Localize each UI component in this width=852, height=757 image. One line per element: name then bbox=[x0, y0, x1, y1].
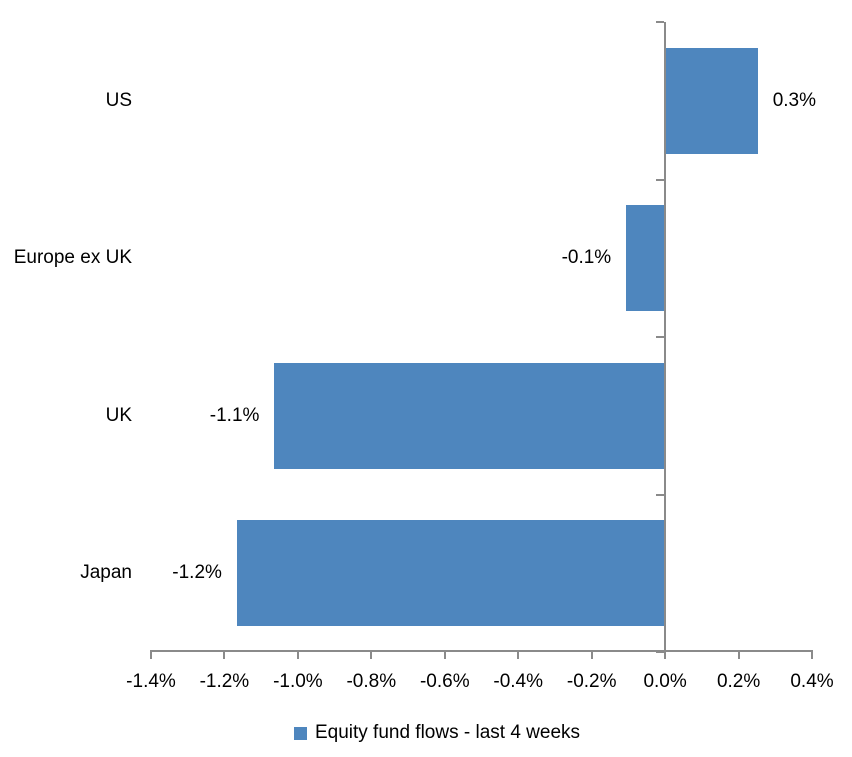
category-label-japan: Japan bbox=[80, 562, 132, 584]
category-label-uk: UK bbox=[105, 404, 132, 426]
x-axis-tick-label: -0.4% bbox=[493, 671, 544, 692]
x-axis-tick bbox=[811, 650, 813, 659]
x-axis-tick-label: -0.6% bbox=[419, 671, 470, 692]
x-axis-tick bbox=[664, 650, 667, 659]
value-label-japan: -1.2% bbox=[172, 562, 222, 584]
x-axis-tick bbox=[443, 650, 446, 659]
value-label-europe-ex-uk: -0.1% bbox=[561, 247, 612, 269]
x-axis-tick-label: -0.2% bbox=[566, 671, 617, 692]
x-axis-tick bbox=[296, 650, 299, 659]
x-axis-tick bbox=[517, 650, 520, 659]
bar-europe-ex-uk bbox=[626, 205, 666, 312]
category-axis-tick bbox=[656, 336, 665, 338]
bar-japan bbox=[236, 520, 666, 627]
x-axis-tick bbox=[370, 650, 373, 659]
category-label-europe-ex-uk: Europe ex UK bbox=[13, 247, 132, 269]
x-axis-tick bbox=[223, 650, 226, 659]
category-axis-tick bbox=[656, 493, 665, 496]
bar-us bbox=[665, 47, 758, 154]
legend: Equity fund flows - last 4 weeks bbox=[0, 718, 852, 748]
x-axis-tick-label: -0.8% bbox=[346, 671, 397, 692]
legend-label: Equity fund flows - last 4 weeks bbox=[314, 722, 581, 743]
value-label-uk: -1.1% bbox=[209, 404, 260, 426]
zero-axis-line bbox=[664, 22, 667, 652]
x-axis-tick bbox=[590, 650, 593, 659]
x-axis-line bbox=[150, 650, 813, 652]
x-axis-tick bbox=[737, 650, 740, 659]
x-axis-tick-label: 0.4% bbox=[790, 671, 834, 692]
category-axis-tick bbox=[656, 651, 665, 653]
value-label-us: 0.3% bbox=[772, 89, 816, 111]
x-axis-tick bbox=[150, 650, 152, 659]
x-axis-tick-label: -1.0% bbox=[273, 671, 323, 692]
legend-swatch-icon bbox=[293, 726, 307, 740]
category-axis-tick bbox=[656, 178, 665, 181]
x-axis-tick-label: -1.4% bbox=[126, 671, 176, 692]
category-axis-tick bbox=[656, 21, 665, 23]
x-axis-tick-label: 0.2% bbox=[716, 671, 761, 692]
x-axis-tick-label: 0.0% bbox=[643, 671, 687, 692]
category-label-us: US bbox=[105, 89, 132, 111]
x-axis-tick-label: -1.2% bbox=[199, 671, 250, 692]
bar-uk bbox=[274, 362, 666, 469]
